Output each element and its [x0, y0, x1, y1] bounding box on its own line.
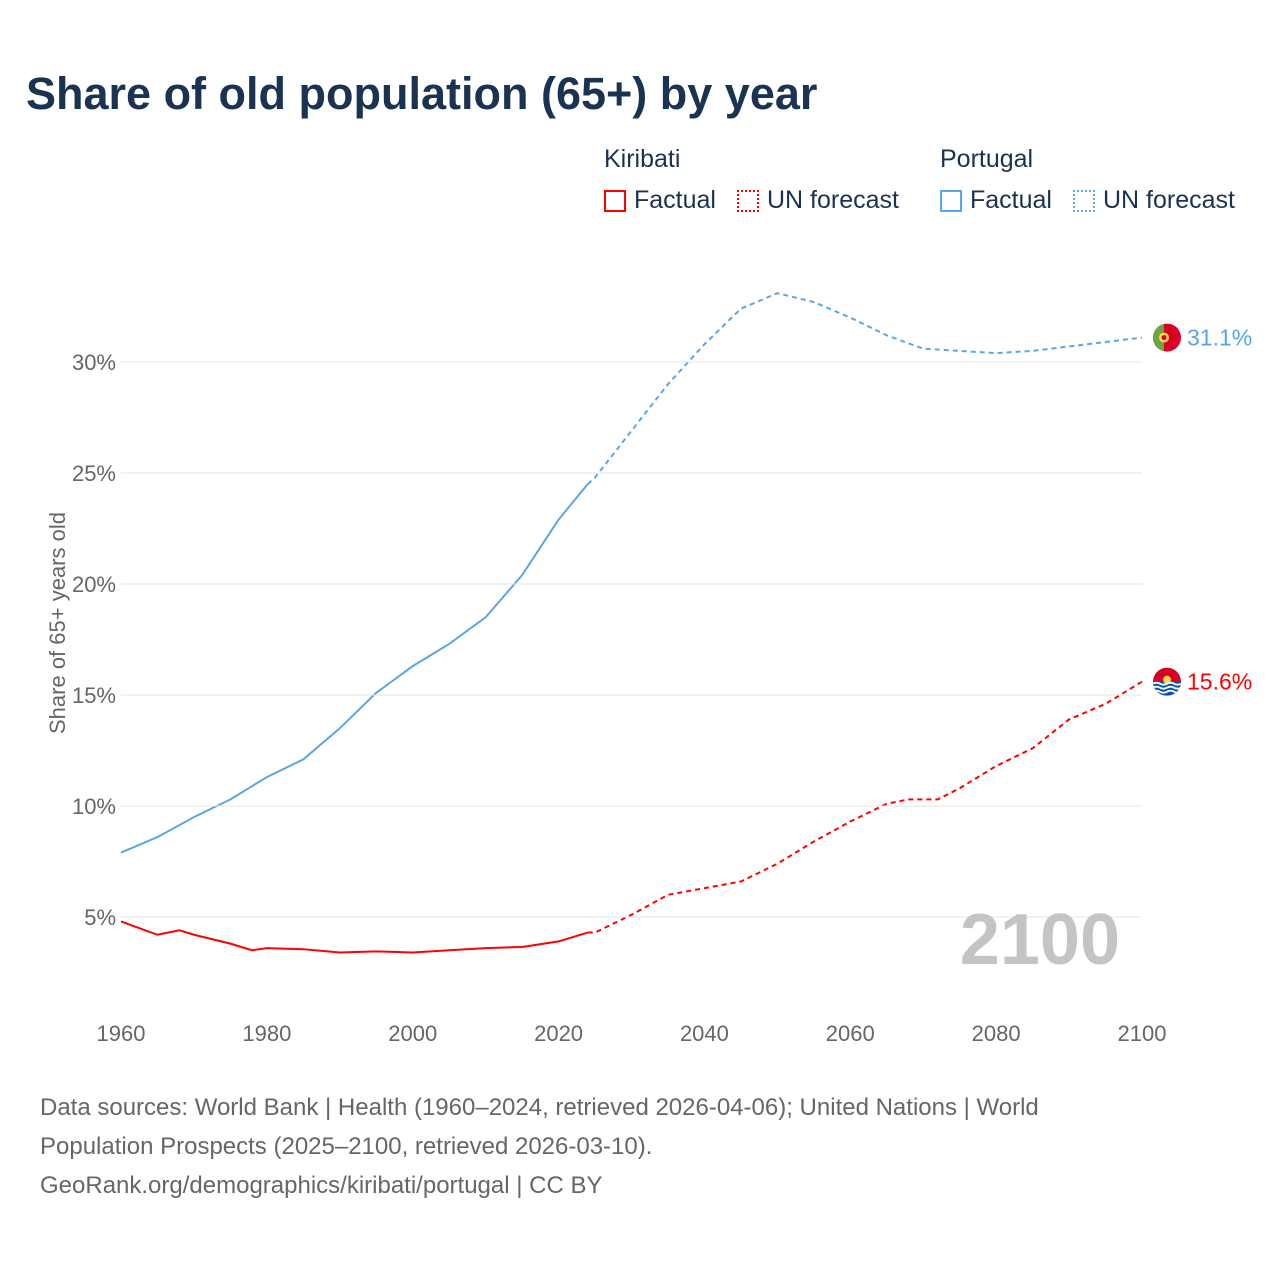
legend-swatch [940, 189, 962, 212]
x-tick-label: 2060 [826, 1021, 875, 1046]
x-tick-label: 2000 [388, 1021, 437, 1046]
x-tick-label: 2020 [534, 1021, 583, 1046]
kiribati-forecast-line [587, 680, 1143, 934]
legend-swatch [604, 189, 626, 212]
y-tick-label: 25% [72, 461, 116, 486]
footer-link[interactable]: GeoRank.org/demographics/kiribati/portug… [40, 1172, 603, 1199]
chart-title: Share of old population (65+) by year [26, 68, 818, 119]
y-tick-label: 30% [72, 350, 116, 375]
year-watermark: 2100 [960, 900, 1120, 980]
legend-kiribati-factual[interactable]: Factual [604, 186, 716, 215]
x-tick-label: 2080 [972, 1021, 1021, 1046]
legend-kiribati-forecast[interactable]: UN forecast [737, 186, 899, 215]
legend-label: Factual [634, 186, 716, 214]
legend-label: UN forecast [767, 186, 899, 214]
legend-swatch [1073, 189, 1095, 212]
kiribati-flag-icon [1153, 667, 1181, 696]
portugal-forecast-line [587, 292, 1143, 485]
legend-label: Factual [970, 186, 1052, 214]
x-tick-label: 1980 [242, 1021, 291, 1046]
portugal-end-label: 31.1% [1187, 325, 1252, 351]
footer-sources: Data sources: World Bank | Health (1960–… [40, 1088, 1190, 1205]
portugal-factual-line [120, 483, 589, 854]
portugal-flag-icon [1153, 323, 1181, 352]
kiribati-end-label: 15.6% [1187, 669, 1252, 695]
legend-portugal-title: Portugal [940, 145, 1034, 173]
legend-swatch [737, 189, 759, 212]
x-tick-label: 1960 [97, 1021, 146, 1046]
legend-label: UN forecast [1103, 186, 1235, 214]
footer-line: Population Prospects (2025–2100, retriev… [40, 1133, 653, 1160]
x-tick-label: 2040 [680, 1021, 729, 1046]
legend-kiribati-title: Kiribati [604, 145, 681, 173]
y-tick-label: 10% [72, 794, 116, 819]
y-tick-label: 5% [84, 905, 116, 930]
kiribati-factual-line [120, 920, 589, 954]
footer-line: Data sources: World Bank | Health (1960–… [40, 1094, 1039, 1121]
y-tick-label: 20% [72, 572, 116, 597]
x-tick-label: 2100 [1118, 1021, 1167, 1046]
legend-portugal-forecast[interactable]: UN forecast [1073, 186, 1235, 215]
legend-portugal-factual[interactable]: Factual [940, 186, 1052, 215]
y-tick-label: 15% [72, 683, 116, 708]
